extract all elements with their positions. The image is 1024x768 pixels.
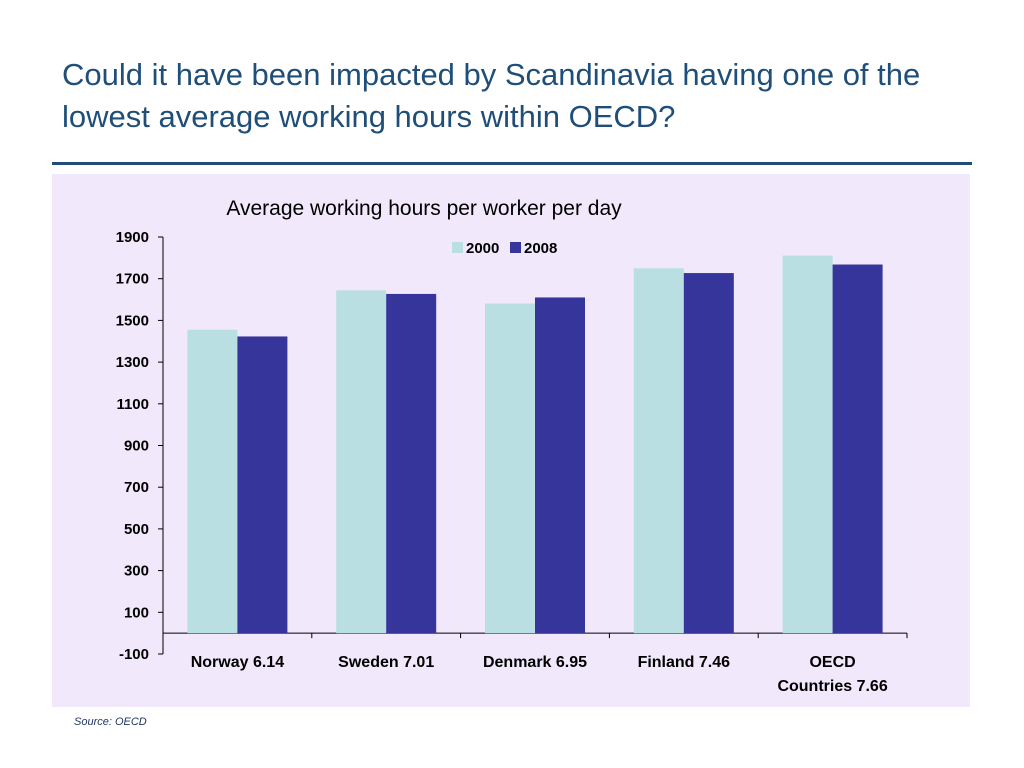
x-tick-label: OECD Countries 7.66 [777, 654, 887, 695]
x-tick-label: Norway 6.14 [191, 654, 284, 671]
y-tick-label: 500 [124, 521, 149, 538]
x-tick-label: Finland 7.46 [638, 654, 731, 671]
y-tick-label: 1700 [116, 271, 149, 288]
bar-2008-3 [683, 273, 734, 634]
bar-2000-1 [336, 290, 387, 634]
y-tick-label: 1100 [116, 396, 149, 413]
y-tick-label: 1500 [116, 312, 149, 329]
y-tick-label: 1300 [116, 354, 149, 371]
bar-2000-4 [782, 255, 833, 634]
y-tick-label: 100 [124, 604, 149, 621]
y-tick-label: 900 [124, 438, 149, 455]
source-note: Source: OECD [74, 716, 147, 728]
bar-2008-2 [535, 297, 585, 634]
y-tick-label: 700 [124, 479, 149, 496]
x-tick-label: Denmark 6.95 [483, 654, 587, 671]
y-tick-label: 1900 [116, 229, 149, 246]
y-tick-label: 300 [124, 563, 149, 580]
bar-2008-1 [386, 293, 437, 634]
legend-label-2008: 2008 [524, 240, 557, 257]
bar-2000-2 [485, 303, 535, 634]
y-tick-label: -100 [119, 646, 149, 663]
chart-panel: Average working hours per worker per day… [52, 174, 970, 707]
chart-title: Average working hours per worker per day [226, 197, 622, 220]
slide-title: Could it have been impacted by Scandinav… [62, 57, 921, 134]
legend-swatch-2008 [510, 242, 521, 253]
bar-2000-0 [187, 329, 238, 634]
legend-swatch-2000 [452, 242, 463, 253]
title-divider [52, 162, 972, 165]
bar-2008-0 [237, 336, 288, 634]
x-tick-label: Sweden 7.01 [338, 654, 434, 671]
bar-2000-3 [633, 268, 684, 634]
legend-label-2000: 2000 [466, 240, 499, 257]
bar-chart: Average working hours per worker per day… [116, 197, 908, 695]
bar-2008-4 [832, 264, 883, 634]
